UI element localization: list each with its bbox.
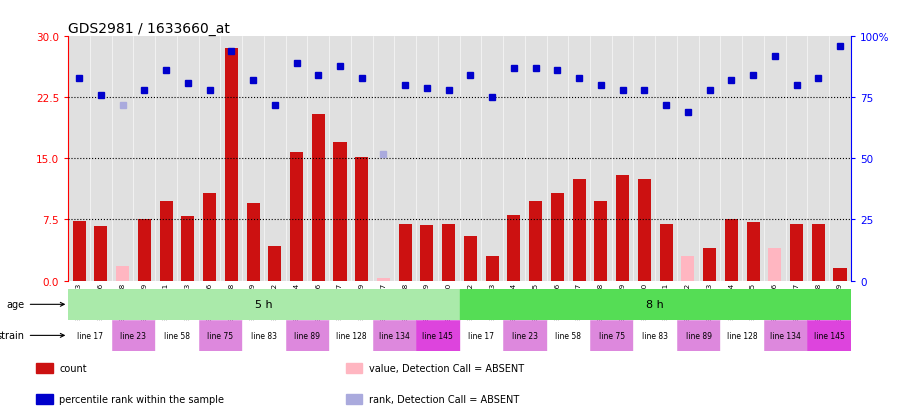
Bar bbox=[420, 225, 433, 281]
Bar bbox=[377, 278, 390, 281]
Bar bbox=[677, 320, 721, 351]
Bar bbox=[333, 143, 347, 281]
Bar bbox=[768, 248, 782, 281]
Bar bbox=[551, 193, 564, 281]
Bar bbox=[203, 193, 216, 281]
Bar bbox=[116, 266, 129, 281]
Text: line 145: line 145 bbox=[422, 331, 453, 340]
Bar bbox=[268, 247, 281, 281]
Text: line 58: line 58 bbox=[555, 331, 581, 340]
Bar bbox=[372, 320, 416, 351]
Text: line 83: line 83 bbox=[642, 331, 668, 340]
Bar bbox=[508, 216, 521, 281]
Bar bbox=[460, 289, 851, 320]
Bar bbox=[73, 221, 86, 281]
Bar bbox=[137, 220, 151, 281]
Bar bbox=[638, 179, 651, 281]
Text: line 83: line 83 bbox=[251, 331, 277, 340]
Bar bbox=[355, 157, 369, 281]
Bar bbox=[68, 320, 112, 351]
Bar bbox=[399, 224, 411, 281]
Bar bbox=[198, 320, 242, 351]
Text: line 128: line 128 bbox=[727, 331, 757, 340]
Bar bbox=[416, 320, 460, 351]
Bar bbox=[486, 256, 499, 281]
Text: line 134: line 134 bbox=[379, 331, 410, 340]
Bar bbox=[329, 320, 372, 351]
Bar bbox=[36, 363, 53, 373]
Text: line 58: line 58 bbox=[164, 331, 190, 340]
Text: line 89: line 89 bbox=[294, 331, 320, 340]
Bar bbox=[442, 225, 455, 281]
Text: 8 h: 8 h bbox=[646, 299, 664, 310]
Text: 5 h: 5 h bbox=[255, 299, 273, 310]
Bar bbox=[181, 217, 195, 281]
Bar bbox=[225, 49, 238, 281]
Bar bbox=[460, 320, 503, 351]
Bar bbox=[812, 225, 824, 281]
Text: line 75: line 75 bbox=[599, 331, 625, 340]
Bar bbox=[721, 320, 763, 351]
Text: line 145: line 145 bbox=[814, 331, 844, 340]
Bar bbox=[156, 320, 198, 351]
Bar bbox=[36, 394, 53, 404]
Bar bbox=[834, 268, 846, 281]
Text: value, Detection Call = ABSENT: value, Detection Call = ABSENT bbox=[369, 363, 523, 373]
Bar bbox=[660, 224, 672, 281]
Bar bbox=[290, 152, 303, 281]
Text: line 23: line 23 bbox=[511, 331, 538, 340]
Text: strain: strain bbox=[0, 330, 65, 341]
Bar bbox=[346, 394, 362, 404]
Bar bbox=[95, 226, 107, 281]
Bar bbox=[242, 320, 286, 351]
Bar bbox=[807, 320, 851, 351]
Text: line 134: line 134 bbox=[770, 331, 801, 340]
Bar bbox=[633, 320, 677, 351]
Bar bbox=[312, 114, 325, 281]
Bar bbox=[529, 201, 542, 281]
Text: line 128: line 128 bbox=[336, 331, 366, 340]
Bar bbox=[547, 320, 590, 351]
Bar bbox=[159, 201, 173, 281]
Text: count: count bbox=[59, 363, 86, 373]
Bar bbox=[724, 220, 738, 281]
Bar bbox=[746, 222, 760, 281]
Text: line 17: line 17 bbox=[77, 331, 103, 340]
Bar bbox=[616, 175, 629, 281]
Text: percentile rank within the sample: percentile rank within the sample bbox=[59, 394, 224, 404]
Text: line 23: line 23 bbox=[120, 331, 147, 340]
Text: rank, Detection Call = ABSENT: rank, Detection Call = ABSENT bbox=[369, 394, 519, 404]
Text: line 75: line 75 bbox=[207, 331, 234, 340]
Bar bbox=[112, 320, 156, 351]
Bar bbox=[503, 320, 547, 351]
Text: line 17: line 17 bbox=[469, 331, 494, 340]
Text: line 89: line 89 bbox=[685, 331, 712, 340]
Bar bbox=[572, 179, 586, 281]
Bar bbox=[464, 236, 477, 281]
Bar bbox=[286, 320, 329, 351]
Bar bbox=[346, 363, 362, 373]
Bar bbox=[247, 204, 259, 281]
Bar bbox=[682, 256, 694, 281]
Bar bbox=[703, 248, 716, 281]
Bar bbox=[68, 289, 460, 320]
Text: age: age bbox=[6, 299, 65, 310]
Bar bbox=[594, 201, 607, 281]
Bar bbox=[790, 224, 803, 281]
Bar bbox=[763, 320, 807, 351]
Bar bbox=[590, 320, 633, 351]
Text: GDS2981 / 1633660_at: GDS2981 / 1633660_at bbox=[68, 22, 230, 36]
